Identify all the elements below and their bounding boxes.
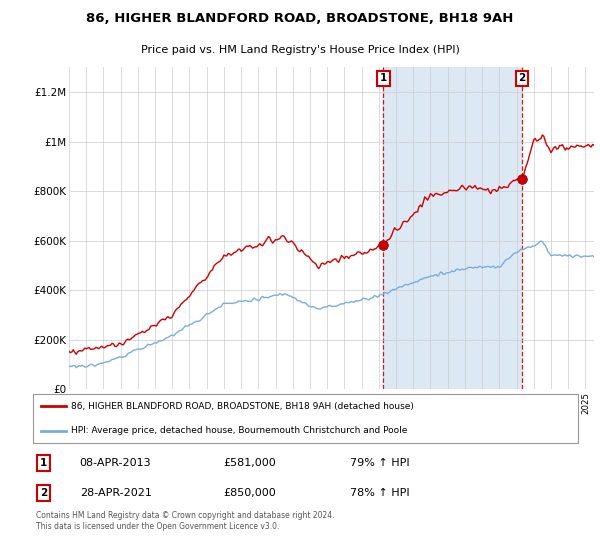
Text: Contains HM Land Registry data © Crown copyright and database right 2024.
This d: Contains HM Land Registry data © Crown c… bbox=[35, 511, 334, 531]
FancyBboxPatch shape bbox=[33, 394, 578, 443]
Text: 08-APR-2013: 08-APR-2013 bbox=[80, 458, 151, 468]
Text: 2: 2 bbox=[40, 488, 47, 498]
Text: 1: 1 bbox=[40, 458, 47, 468]
Text: Price paid vs. HM Land Registry's House Price Index (HPI): Price paid vs. HM Land Registry's House … bbox=[140, 45, 460, 55]
Text: HPI: Average price, detached house, Bournemouth Christchurch and Poole: HPI: Average price, detached house, Bour… bbox=[71, 426, 408, 435]
Text: £850,000: £850,000 bbox=[223, 488, 276, 498]
Text: 2: 2 bbox=[518, 73, 526, 83]
Text: 79% ↑ HPI: 79% ↑ HPI bbox=[350, 458, 410, 468]
Text: 78% ↑ HPI: 78% ↑ HPI bbox=[350, 488, 410, 498]
Text: 86, HIGHER BLANDFORD ROAD, BROADSTONE, BH18 9AH: 86, HIGHER BLANDFORD ROAD, BROADSTONE, B… bbox=[86, 12, 514, 25]
Text: 1: 1 bbox=[380, 73, 387, 83]
Text: 86, HIGHER BLANDFORD ROAD, BROADSTONE, BH18 9AH (detached house): 86, HIGHER BLANDFORD ROAD, BROADSTONE, B… bbox=[71, 402, 414, 411]
Bar bbox=[383, 67, 522, 389]
Text: 28-APR-2021: 28-APR-2021 bbox=[80, 488, 152, 498]
Text: £581,000: £581,000 bbox=[223, 458, 276, 468]
